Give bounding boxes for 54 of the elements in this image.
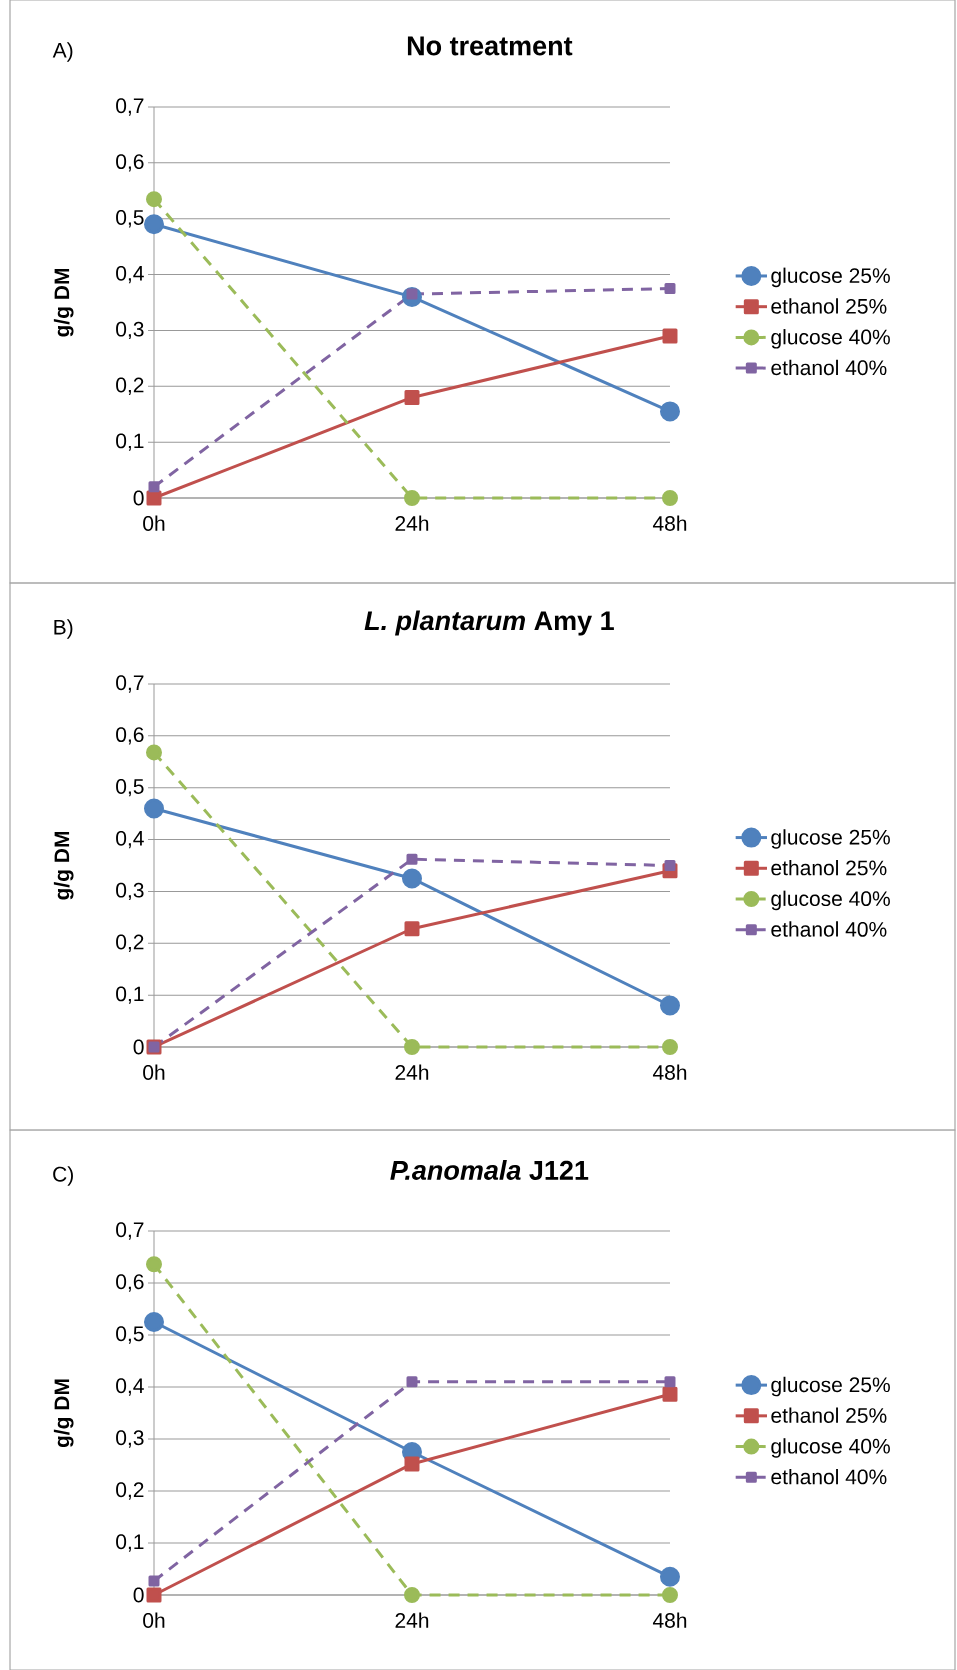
- legend-label: glucose 40%: [771, 329, 890, 349]
- x-tick-label: 24h: [395, 1612, 429, 1628]
- x-tick-label: 48h: [652, 1064, 687, 1080]
- legend-label: ethanol 25%: [771, 298, 887, 314]
- chart-title: P.anomala J121: [390, 1160, 589, 1180]
- y-tick-label: 0,6: [116, 1274, 144, 1292]
- x-tick-label: 0h: [143, 515, 165, 531]
- y-axis-title: g/g DM: [53, 268, 74, 337]
- legend-label: ethanol 25%: [771, 1407, 887, 1423]
- y-tick-label: 0,5: [116, 1326, 144, 1344]
- y-tick-label: 0,6: [116, 154, 144, 172]
- y-tick-label: 0,4: [116, 1378, 144, 1396]
- legend-label: glucose 25%: [771, 829, 890, 849]
- y-tick-label: 0: [133, 1587, 144, 1603]
- text: C): [53, 1166, 73, 1186]
- text: A): [52, 42, 73, 62]
- legend-label: glucose 25%: [771, 1376, 890, 1397]
- legend-label: ethanol 40%: [771, 1468, 887, 1485]
- x-tick-label: 0h: [143, 1064, 165, 1080]
- y-tick-label: 0: [133, 490, 144, 506]
- chart-title: L. plantarum Amy 1: [364, 610, 614, 636]
- legend-label: ethanol 40%: [771, 359, 887, 376]
- y-tick-label: 0,1: [116, 986, 144, 1004]
- y-tick-label: 0,3: [116, 321, 144, 340]
- x-tick-label: 24h: [395, 1064, 429, 1080]
- chart-title: No treatment: [407, 36, 573, 56]
- y-tick-label: 0,1: [116, 1534, 144, 1552]
- legend-label: glucose 40%: [771, 890, 890, 911]
- y-tick-label: 0,3: [116, 882, 144, 901]
- legend-label: ethanol 25%: [771, 859, 887, 876]
- y-tick-label: 0,7: [116, 675, 144, 693]
- y-tick-label: 0,7: [116, 1222, 144, 1240]
- y-tick-label: 0,5: [116, 779, 144, 797]
- y-tick-label: 0,5: [116, 210, 144, 228]
- x-tick-label: 0h: [143, 1612, 165, 1628]
- y-tick-label: 0,6: [116, 727, 144, 745]
- y-axis-title: g/g DM: [53, 1379, 74, 1448]
- y-tick-label: 0,4: [116, 830, 144, 849]
- y-axis-title: g/g DM: [53, 831, 74, 900]
- y-tick-label: 0,2: [116, 377, 144, 395]
- x-tick-label: 24h: [395, 515, 429, 531]
- legend-label: glucose 40%: [771, 1438, 890, 1458]
- y-tick-label: 0,2: [116, 934, 144, 952]
- legend-label: ethanol 40%: [771, 921, 887, 937]
- y-tick-label: 0,3: [116, 1430, 144, 1448]
- text: B): [54, 619, 73, 639]
- legend-label: glucose 25%: [771, 267, 890, 288]
- x-tick-label: 48h: [652, 1612, 687, 1628]
- y-tick-label: 0,4: [116, 265, 144, 284]
- y-tick-label: 0,1: [116, 433, 144, 451]
- y-tick-label: 0: [133, 1039, 144, 1055]
- y-tick-label: 0,7: [116, 98, 144, 116]
- x-tick-label: 48h: [652, 515, 687, 531]
- y-tick-label: 0,2: [116, 1482, 144, 1500]
